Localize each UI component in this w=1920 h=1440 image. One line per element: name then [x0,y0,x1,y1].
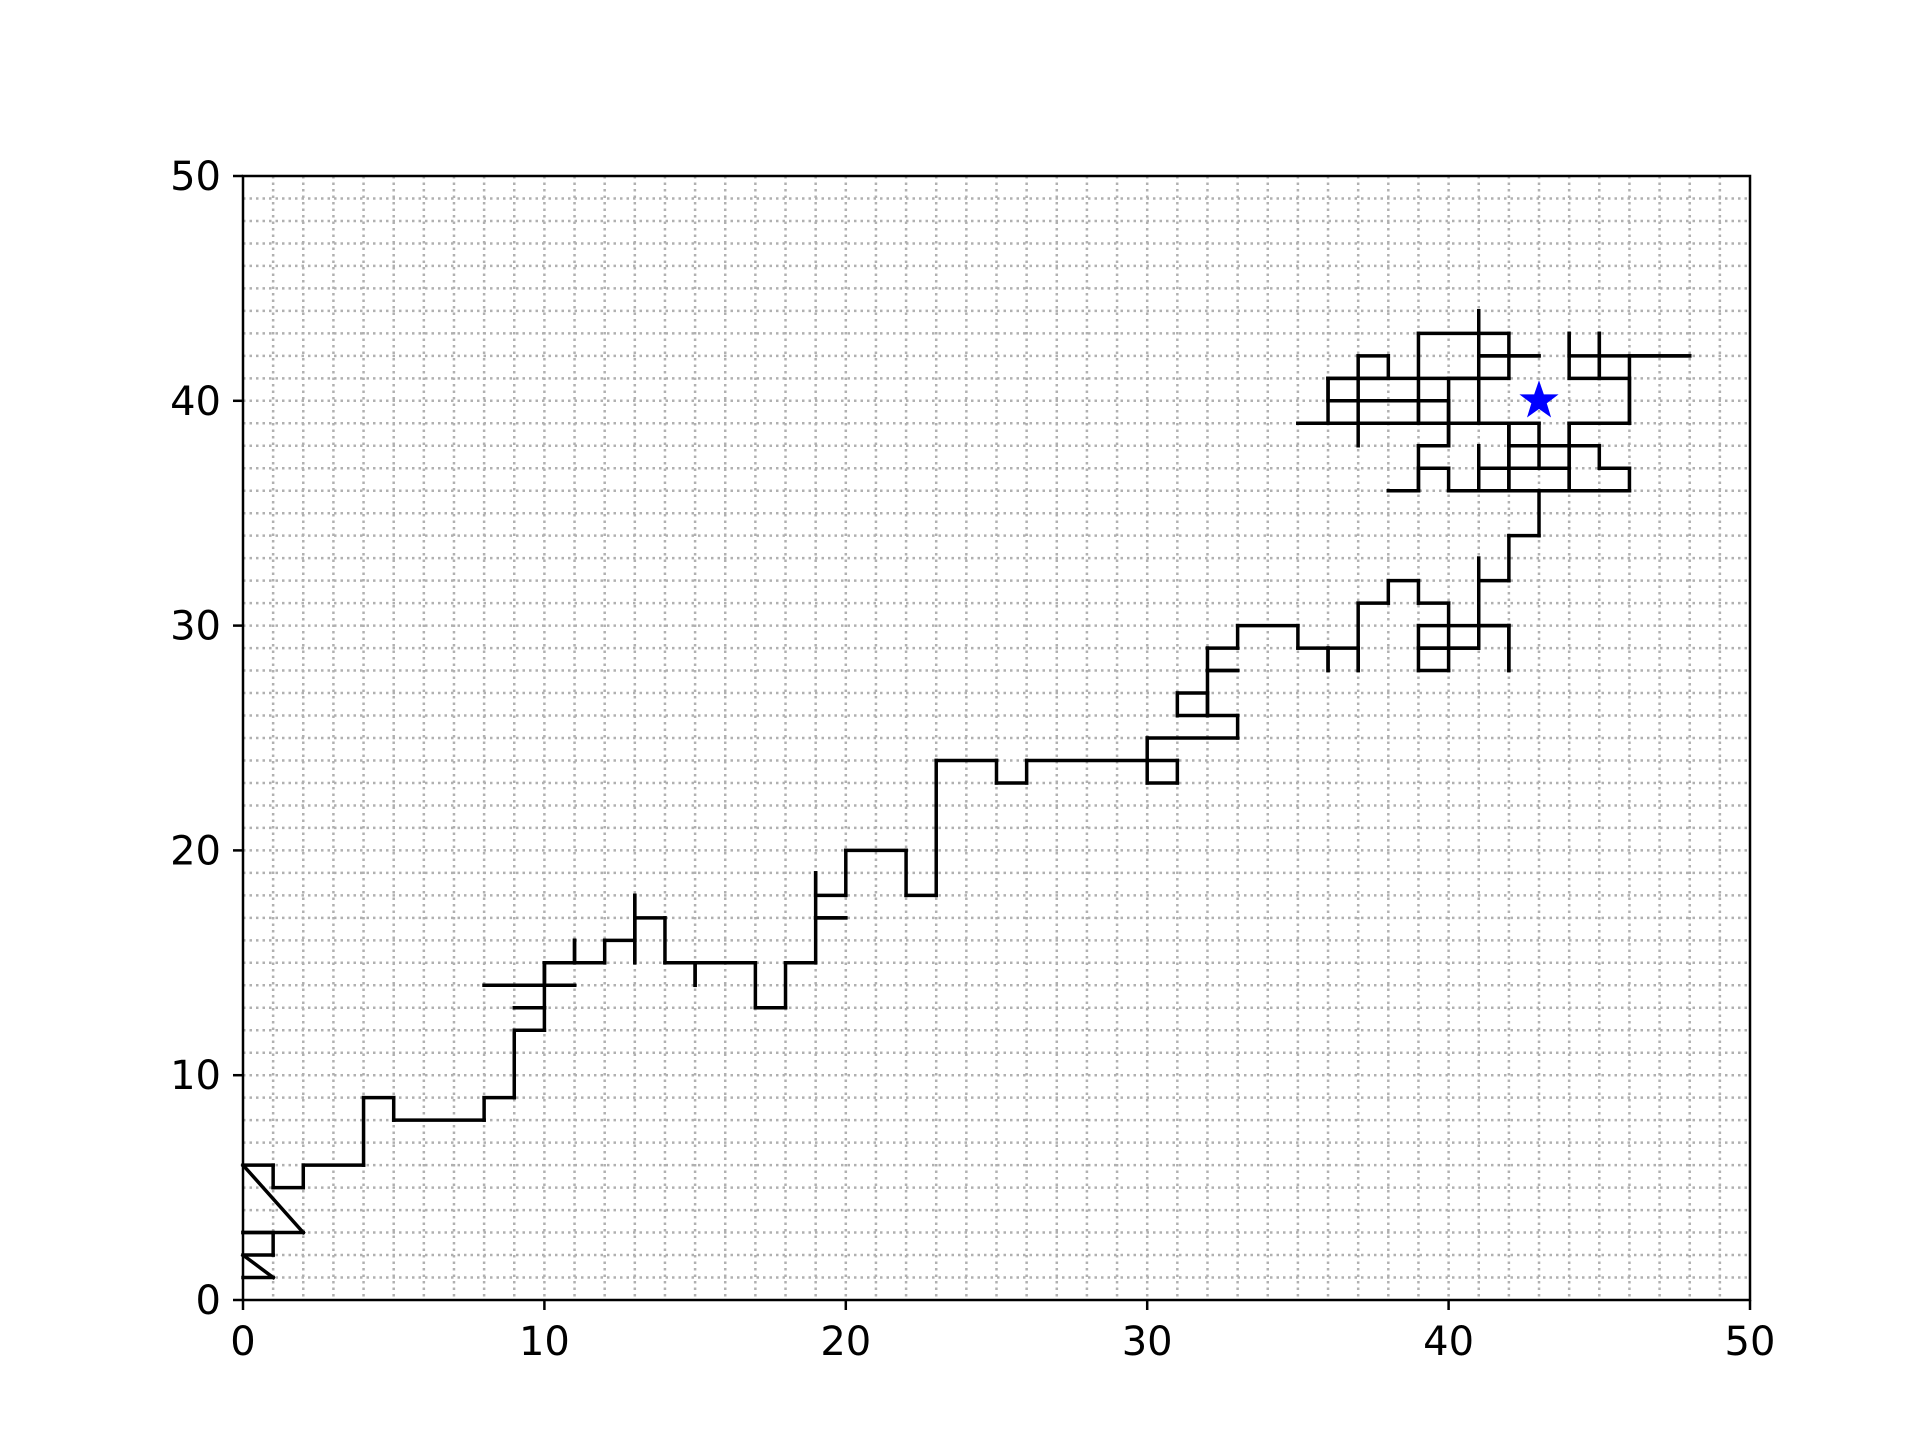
y-tick-label: 0 [196,1278,221,1324]
walk-series [240,309,1692,1280]
x-tick-label: 30 [1122,1319,1173,1365]
plot-frame [241,174,1752,1302]
grid [243,176,1750,1300]
y-tick-label: 10 [170,1053,221,1099]
y-tick-label: 50 [170,154,221,200]
path-segment [240,1252,276,1280]
y-axis: 0 10 20 30 40 50 [170,154,243,1324]
path-segment [240,1162,306,1236]
star-marker [1519,380,1559,418]
x-axis: 0 10 20 30 40 50 [230,1300,1775,1365]
x-tick-label: 0 [230,1319,255,1365]
y-tick-label: 40 [170,379,221,425]
markers [1519,380,1559,418]
x-tick-label: 50 [1725,1319,1776,1365]
y-tick-label: 30 [170,604,221,650]
x-tick-label: 20 [820,1319,871,1365]
x-tick-label: 10 [519,1319,570,1365]
x-tick-label: 40 [1423,1319,1474,1365]
y-tick-label: 20 [170,828,221,874]
